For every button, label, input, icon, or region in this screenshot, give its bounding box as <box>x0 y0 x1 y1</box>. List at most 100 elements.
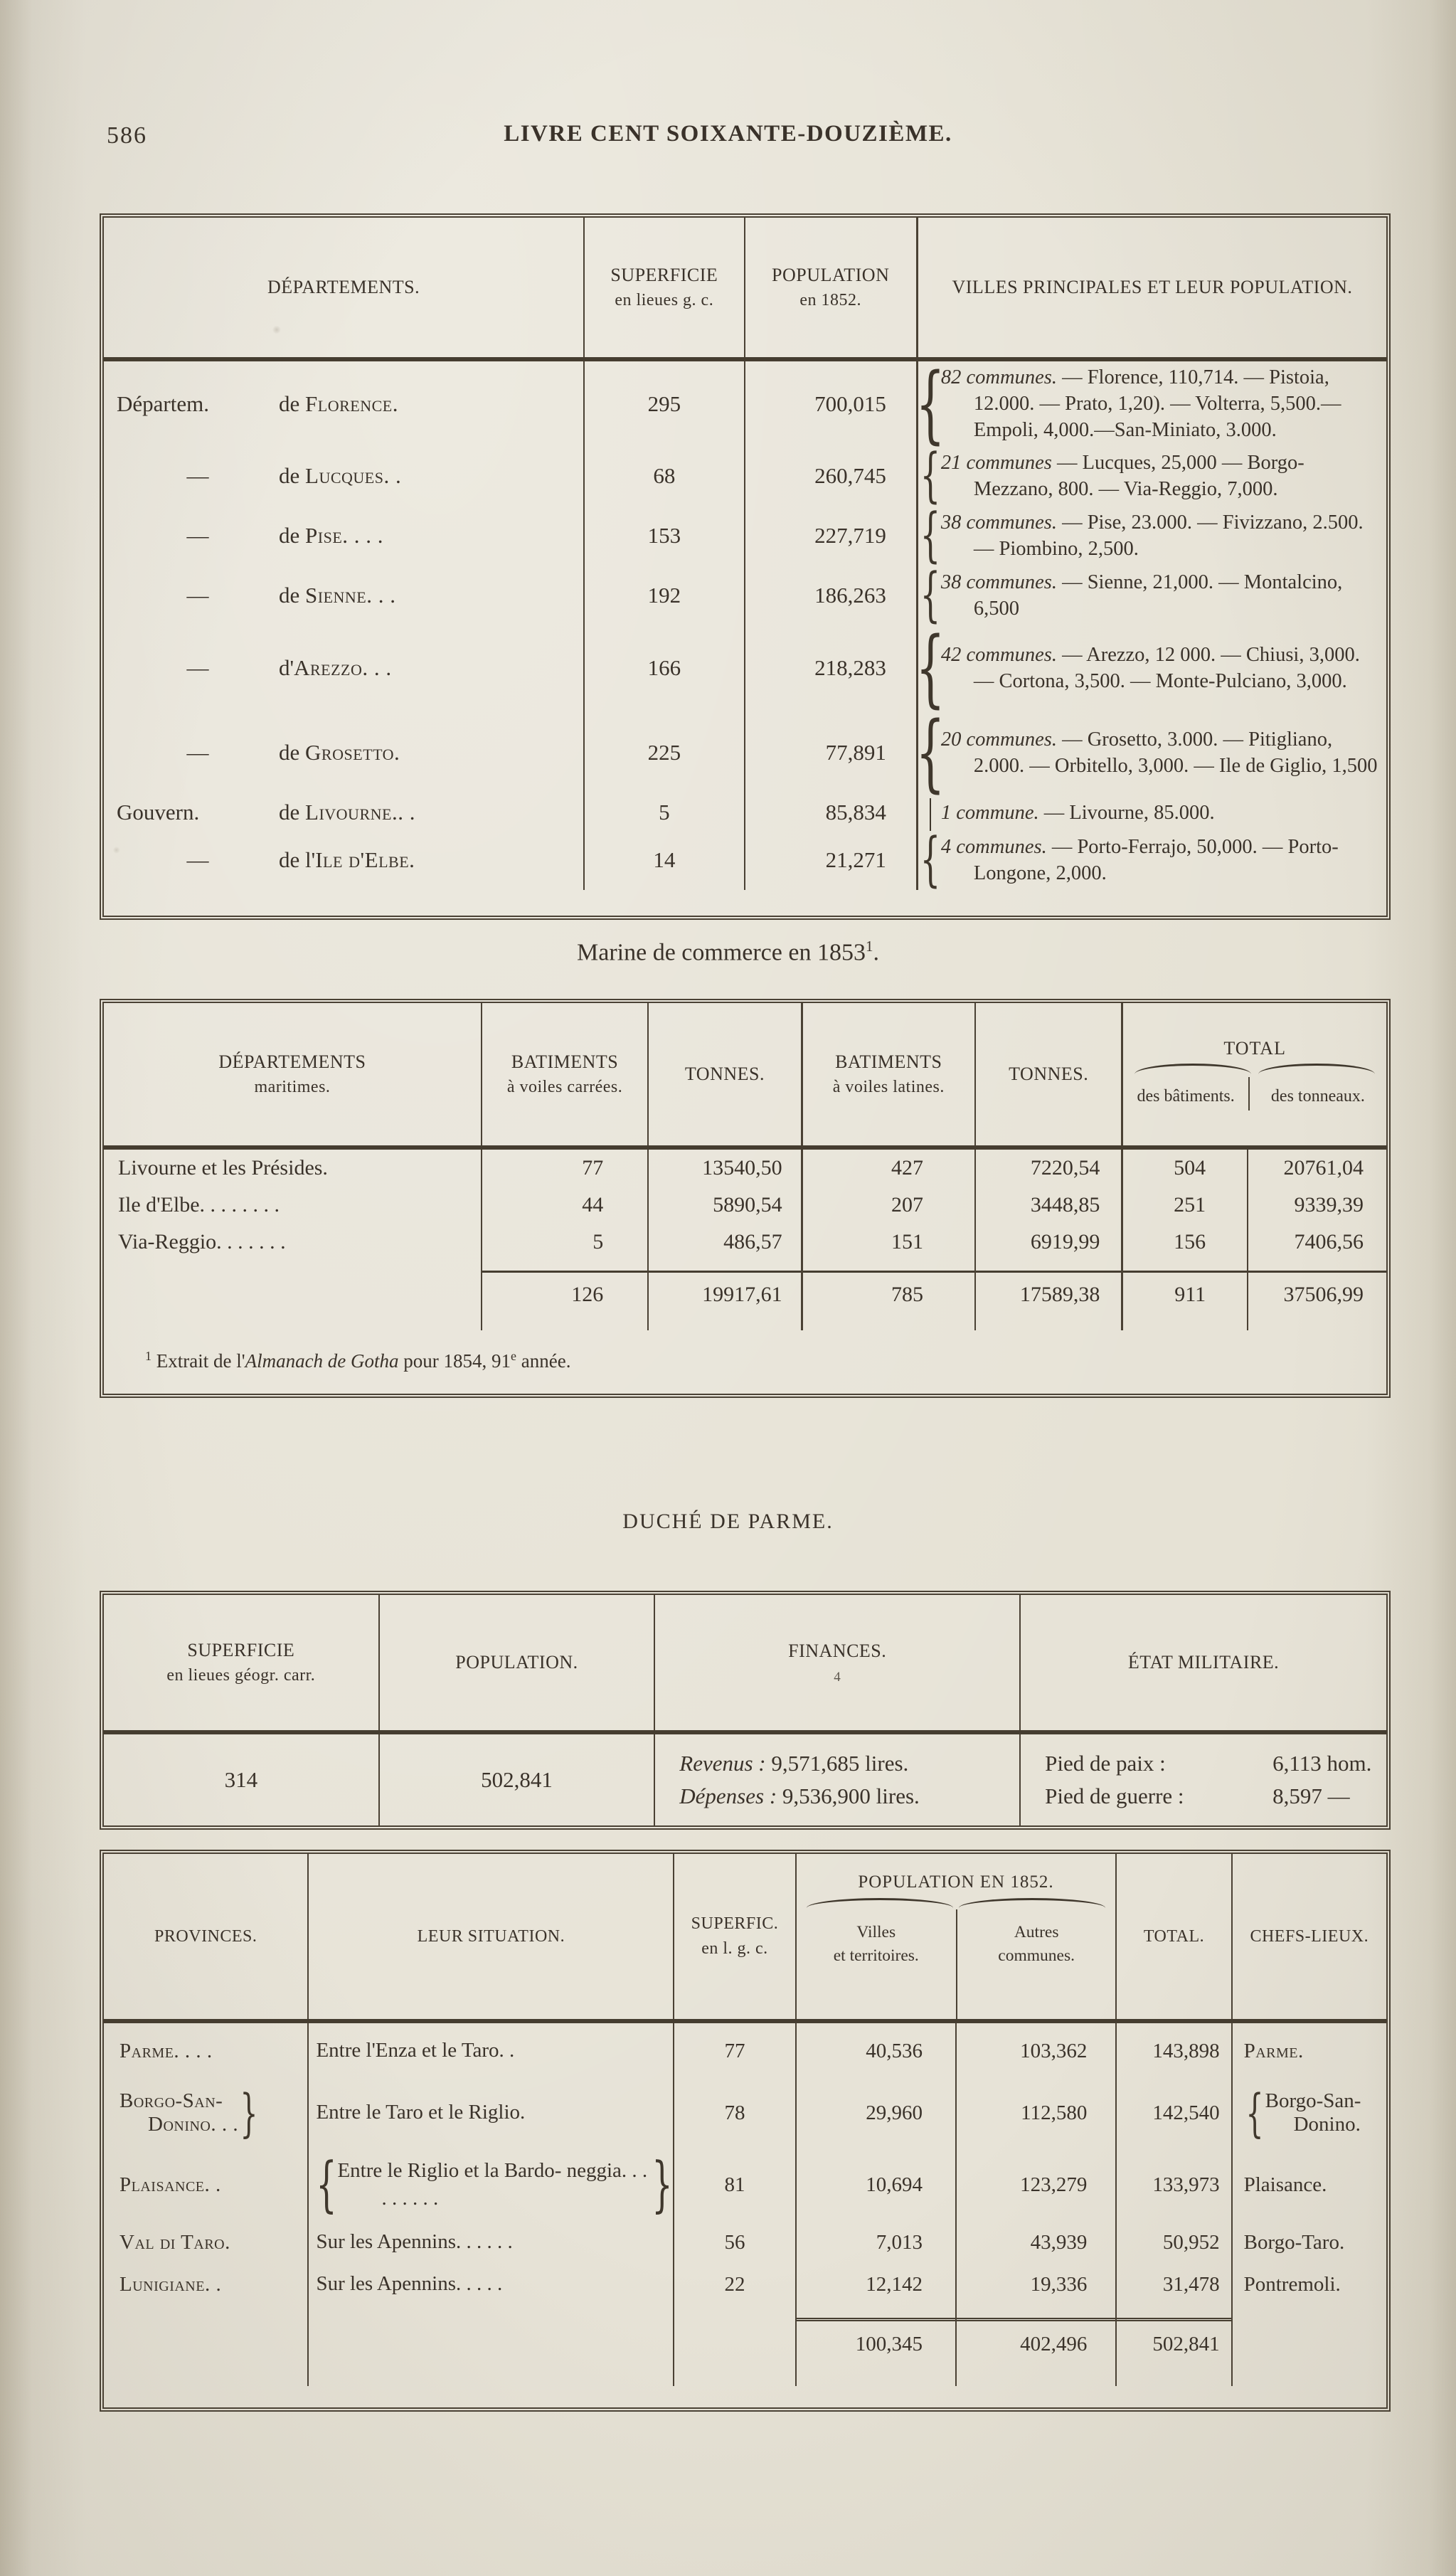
header-population: POPULATION en 1852. <box>745 218 918 357</box>
header-superficie: SUPERFIC. en l. g. c. <box>674 1854 797 2019</box>
table-row: Val di Taro. Sur les Apennins. . . . . .… <box>104 2222 1386 2262</box>
population-value: 218,283 <box>745 625 918 710</box>
table-bottom-space <box>104 890 1386 916</box>
superficie-value: 192 <box>585 566 745 625</box>
header-total: TOTAL. <box>1117 1854 1233 2019</box>
provinces-table: PROVINCES. LEUR SITUATION. SUPERFIC. en … <box>100 1850 1391 2412</box>
header-population-group: POPULATION EN 1852. Villes et territoire… <box>797 1854 1117 2019</box>
table-row: Départem. de Florence. 295 700,015 { 82 c… <box>104 361 1386 446</box>
totals-row: 100,345 402,496 502,841 <box>104 2306 1386 2386</box>
province-situation: { Entre le Riglio et la Bardo- neggia. .… <box>309 2147 675 2222</box>
superficie-value: 68 <box>585 446 745 506</box>
page-number: 586 <box>107 122 147 149</box>
table-row: — de l'Ile d'Elbe. 14 21,271 { 4 communes… <box>104 830 1386 890</box>
header-rule <box>104 1145 1386 1150</box>
tuscany-table-header: DÉPARTEMENTS. SUPERFICIE en lieues g. c.… <box>104 218 1386 357</box>
province-situation: Entre l'Enza et le Taro. . <box>309 2023 675 2079</box>
header-departements-maritimes: DÉPARTEMENTS maritimes. <box>104 1003 482 1145</box>
chef-lieu: { Borgo-San- Donino. <box>1245 2082 1361 2143</box>
left-brace-icon: { <box>915 703 945 802</box>
book-title: LIVRE CENT SOIXANTE-DOUZIÈME. <box>504 121 952 147</box>
table-row: Via-Reggio. . . . . . . 5 486,57 151 691… <box>104 1224 1386 1261</box>
left-brace-icon: { <box>920 561 941 630</box>
overbrace-icon <box>797 1898 1116 1908</box>
superficie-value: 14 <box>585 830 745 890</box>
province-name: Lunigiane. . <box>104 2262 309 2306</box>
finances-cell: Revenus : 9,571,685 lires. Dépenses : 9,… <box>655 1734 1021 1825</box>
totals-row: 126 19917,61 785 17589,38 911 37506,99 <box>104 1261 1386 1330</box>
population-value: 21,271 <box>745 830 918 890</box>
header-batiments-carrees: BATIMENTS à voiles carrées. <box>482 1003 649 1145</box>
header-departements: DÉPARTEMENTS. <box>104 218 585 357</box>
table-row: Parme. . . . Entre l'Enza et le Taro. . … <box>104 2023 1386 2079</box>
table-row: — d'Arezzo. . . 166 218,283 { 42 communes… <box>104 625 1386 710</box>
header-situation: LEUR SITUATION. <box>309 1854 675 2019</box>
table-row: Ile d'Elbe. . . . . . . . 44 5890,54 207… <box>104 1187 1386 1224</box>
print-mark: 4 <box>834 1670 841 1685</box>
header-rule <box>104 1730 1386 1734</box>
header-superficie: SUPERFICIE en lieues g. c. <box>585 218 745 357</box>
table-row: Lunigiane. . Sur les Apennins. . . . . 2… <box>104 2262 1386 2306</box>
population-value: 700,015 <box>745 361 918 446</box>
header-rule <box>104 357 1386 361</box>
left-brace-icon: { <box>915 618 945 717</box>
parme-section-title: DUCHÉ DE PARME. <box>622 1510 834 1533</box>
left-brace-icon: { <box>920 502 941 570</box>
superficie-value: 166 <box>585 625 745 710</box>
superficie-value: 5 <box>585 795 745 830</box>
header-superficie: SUPERFICIE en lieues géogr. carr. <box>104 1595 380 1730</box>
header-rule <box>104 2019 1386 2023</box>
superficie-value: 225 <box>585 710 745 795</box>
chef-lieu: Pontremoli. <box>1243 2272 1341 2296</box>
population-value: 85,834 <box>745 795 918 830</box>
chef-lieu: Parme. <box>1243 2039 1304 2062</box>
marine-section-title: Marine de commerce en 18531. <box>577 938 879 966</box>
province-situation: Sur les Apennins. . . . . . <box>309 2222 675 2262</box>
marine-table: DÉPARTEMENTS maritimes. BATIMENTS à voil… <box>100 999 1391 1398</box>
header-total-group: TOTAL des bâtiments. des tonneaux. <box>1123 1003 1386 1145</box>
province-name: Val di Taro. <box>104 2222 309 2262</box>
superficie-value: 314 <box>104 1734 380 1825</box>
population-value: 260,745 <box>745 446 918 506</box>
header-villes-principales: VILLES PRINCIPALES ET LEUR POPULATION. <box>952 277 1353 298</box>
footnote: 1 Extrait de l'Almanach de Gotha pour 18… <box>145 1349 571 1372</box>
maritime-dept: Via-Reggio. . . . . . . <box>104 1224 482 1261</box>
province-name: Parme. . . . <box>104 2023 309 2079</box>
maritime-dept: Livourne et les Présides. <box>104 1150 482 1187</box>
table-row: — de Lucques. . 68 260,745 { 21 communes … <box>104 446 1386 506</box>
chef-lieu: Borgo-Taro. <box>1243 2230 1345 2254</box>
etat-militaire-cell: Pied de paix :6,113 hom. Pied de guerre … <box>1045 1750 1372 1809</box>
left-brace-icon: { <box>915 354 945 453</box>
left-brace-icon: { <box>1245 2082 1264 2143</box>
table-row: Plaisance. . { Entre le Riglio et la Bar… <box>104 2147 1386 2222</box>
province-situation: Sur les Apennins. . . . . <box>309 2262 675 2306</box>
table-row: — de Pise. . . . 153 227,719 { 38 commune… <box>104 506 1386 566</box>
superficie-value: 153 <box>585 506 745 566</box>
header-total-tonneaux: des tonneaux. <box>1248 1077 1386 1111</box>
table-row: — de Sienne. . . 192 186,263 { 38 commune… <box>104 566 1386 625</box>
header-autres-communes: Autres communes. <box>955 1909 1115 2019</box>
left-brace-icon: { <box>316 2149 338 2220</box>
population-value: 502,841 <box>380 1734 656 1825</box>
table-row: Livourne et les Présides. 77 13540,50 42… <box>104 1150 1386 1187</box>
population-value: 77,891 <box>745 710 918 795</box>
table-row: Borgo-San- Donino. . . } Entre le Taro e… <box>104 2079 1386 2147</box>
parme-summary-table: SUPERFICIE en lieues géogr. carr. POPULA… <box>100 1591 1391 1830</box>
header-total-batiments: des bâtiments. <box>1137 1087 1235 1106</box>
population-value: 227,719 <box>745 506 918 566</box>
province-name: Plaisance. . <box>104 2147 309 2222</box>
table-row: 314 502,841 Revenus : 9,571,685 lires. D… <box>104 1734 1386 1825</box>
table-row: Gouvern. de Livourne.. . 5 85,834 | 1 com… <box>104 795 1386 830</box>
header-etat-militaire: ÉTAT MILITAIRE. <box>1127 1652 1280 1673</box>
parme-table-header: SUPERFICIE en lieues géogr. carr. POPULA… <box>104 1595 1386 1730</box>
header-provinces: PROVINCES. <box>104 1854 309 2019</box>
province-name: Borgo-San- Donino. . . } <box>104 2079 309 2147</box>
left-brace-icon: | <box>927 793 934 832</box>
header-batiments-latines: BATIMENTS à voiles latines. <box>803 1003 976 1145</box>
chef-lieu: Plaisance. <box>1243 2173 1327 2196</box>
header-villes-territoires: Villes et territoires. <box>833 1923 919 1965</box>
right-brace-icon: } <box>652 2149 674 2220</box>
table-bottom-space <box>104 2386 1386 2407</box>
table-row: — de Grosetto. 225 77,891 { 20 communes. … <box>104 710 1386 795</box>
